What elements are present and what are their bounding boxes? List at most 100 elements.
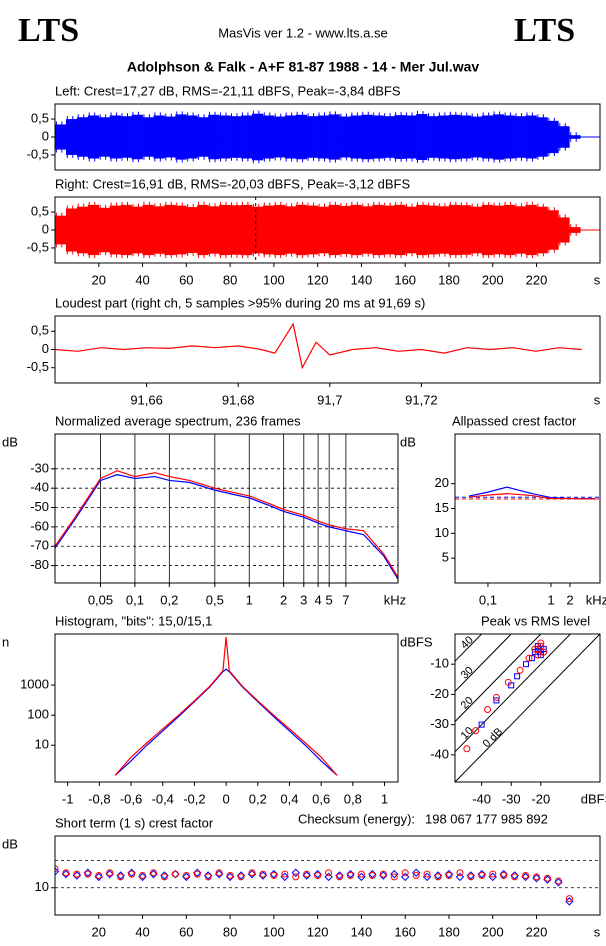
chart-title: Right: Crest=16,91 dB, RMS=-20,03 dBFS, …	[55, 176, 410, 191]
x-tick-label: 20	[92, 924, 106, 939]
x-tick-label: 1	[246, 592, 253, 607]
point	[171, 870, 179, 878]
x-tick-label: 0,2	[160, 592, 178, 607]
point	[225, 872, 235, 882]
x-tick-label: 160	[394, 272, 416, 287]
x-tick-label: 40	[135, 272, 149, 287]
point	[455, 872, 465, 882]
point	[95, 872, 103, 879]
plot-area	[55, 322, 582, 370]
point	[325, 869, 333, 877]
point	[531, 645, 539, 653]
point	[182, 872, 191, 882]
point	[84, 870, 92, 878]
y-tick-label: -70	[30, 538, 49, 553]
point	[160, 873, 168, 881]
point	[411, 868, 421, 877]
chart-title: Allpassed crest factor	[452, 413, 577, 428]
plot-area	[455, 486, 600, 500]
plot-area	[55, 110, 600, 164]
plot-frame	[54, 196, 601, 264]
y-tick-label: 20	[435, 475, 449, 490]
point	[484, 706, 492, 714]
point	[401, 869, 409, 877]
point	[204, 873, 212, 881]
x-tick-label: -40	[472, 791, 491, 806]
point	[511, 873, 519, 881]
y-tick-label: -0,5	[27, 239, 49, 254]
point	[128, 870, 136, 878]
x-tick-label: 2	[566, 592, 573, 607]
point	[291, 868, 300, 877]
point	[346, 872, 354, 879]
y-tick-label: 0,5	[31, 204, 49, 219]
x-tick-label: 80	[223, 924, 237, 939]
plot-area	[55, 860, 600, 906]
point	[259, 870, 267, 878]
point	[149, 869, 158, 879]
point	[379, 871, 388, 880]
x-tick-label: -30	[502, 791, 521, 806]
point	[540, 648, 548, 656]
y-tick-label: 5	[442, 550, 449, 565]
x-tick-label: 40	[135, 924, 149, 939]
point	[368, 872, 376, 879]
plot-frame	[54, 633, 399, 783]
point	[400, 872, 410, 882]
crest-line	[455, 634, 512, 692]
x-tick-label: 0,8	[344, 791, 362, 806]
crest-line	[455, 634, 600, 782]
chart-title: Peak vs RMS level	[481, 613, 590, 628]
point	[94, 872, 103, 882]
plot-frame	[454, 433, 601, 584]
series-line	[55, 470, 398, 578]
x-axis-unit: kHz	[384, 592, 406, 607]
point	[248, 869, 256, 877]
point	[543, 875, 552, 884]
x-tick-label: 3	[300, 592, 307, 607]
point	[537, 642, 545, 650]
chart-title: Loudest part (right ch, 5 samples >95% d…	[55, 295, 425, 310]
x-axis-unit: s	[594, 272, 601, 287]
point	[214, 869, 224, 879]
chart-title: Short term (1 s) crest factor	[55, 815, 214, 830]
point	[215, 869, 223, 877]
point	[302, 871, 311, 880]
logo-left: LTS	[18, 12, 79, 49]
point	[492, 693, 500, 701]
x-tick-label: 160	[394, 924, 416, 939]
series-line	[55, 322, 582, 370]
point	[445, 872, 453, 879]
point	[106, 869, 114, 877]
x-tick-label: 100	[263, 272, 285, 287]
point	[336, 873, 344, 881]
point	[504, 678, 512, 686]
point	[117, 873, 125, 881]
y-tick-label: -30	[430, 716, 449, 731]
point	[478, 721, 485, 728]
x-tick-label: -0,4	[152, 791, 174, 806]
point	[500, 872, 508, 879]
x-tick-label: 0,1	[126, 592, 144, 607]
x-tick-label: 91,7	[317, 392, 342, 407]
crest-line	[455, 634, 483, 662]
x-tick-label: 91,68	[222, 392, 255, 407]
y-tick-label: -40	[430, 746, 449, 761]
crest-line	[455, 634, 542, 722]
x-tick-label: 0,05	[88, 592, 113, 607]
plot-frame	[54, 433, 399, 584]
plot-area	[455, 634, 600, 782]
point	[554, 878, 563, 887]
point	[61, 869, 71, 879]
y-tick-label: -80	[30, 557, 49, 572]
point	[516, 666, 524, 674]
y-tick-label: -30	[30, 460, 49, 475]
x-tick-label: -0,2	[183, 791, 205, 806]
x-tick-label: 20	[92, 272, 106, 287]
point	[379, 870, 387, 878]
x-tick-label: 4	[314, 592, 321, 607]
point	[138, 872, 147, 882]
chart-title: Histogram, "bits": 15,0/15,1	[55, 613, 212, 628]
x-tick-label: 120	[307, 272, 329, 287]
point	[543, 874, 551, 882]
